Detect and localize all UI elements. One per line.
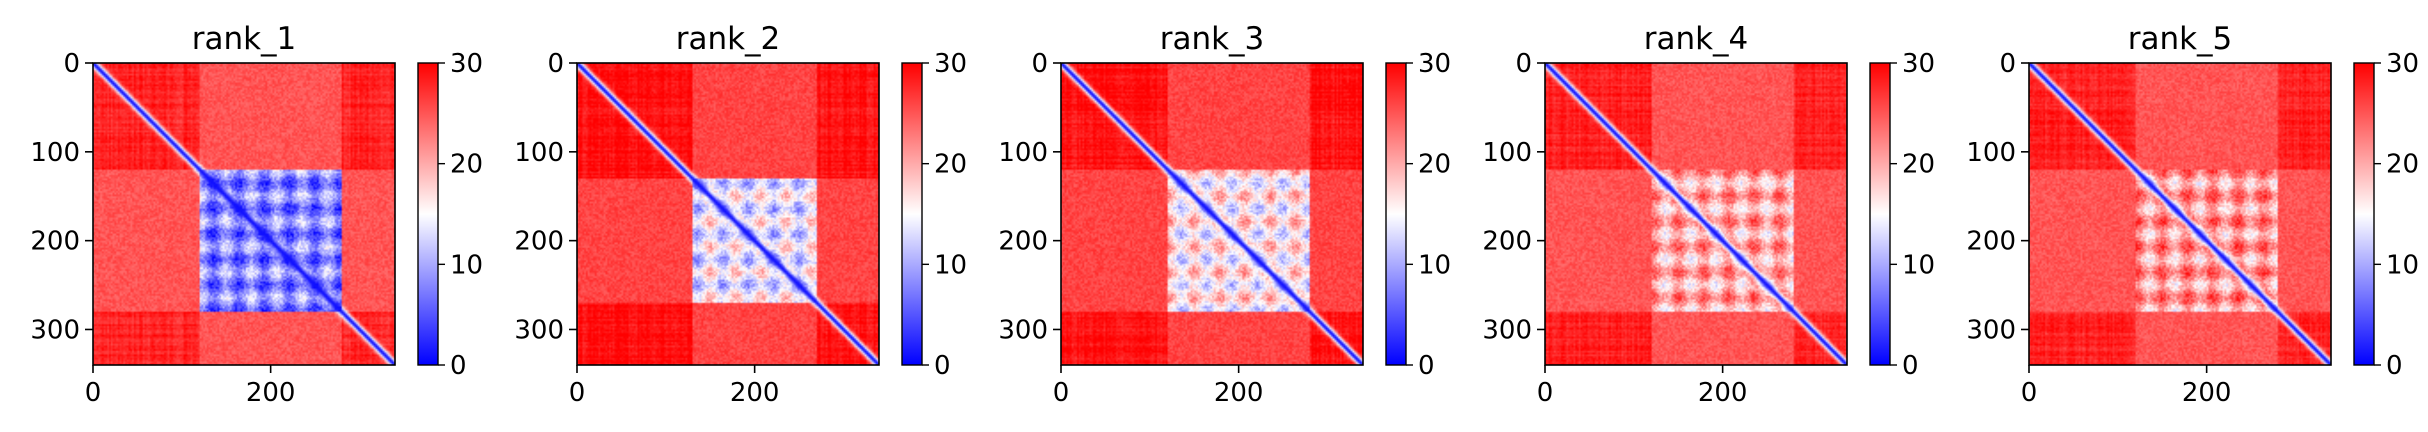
y-tick-label: 100	[30, 138, 80, 168]
y-tick-label: 0	[547, 49, 564, 79]
panel-title: rank_3	[1160, 21, 1265, 57]
y-tick-label: 100	[1966, 138, 2016, 168]
heatmap-image	[1061, 63, 1363, 365]
colorbar-tick-label: 0	[450, 351, 467, 381]
y-tick-label: 0	[1031, 49, 1048, 79]
y-tick-label: 200	[1966, 227, 2016, 257]
heatmap-panel-2: rank_2 0 200 0 100 200 300 0 10 20 30	[514, 21, 967, 408]
axes-frame	[1544, 62, 1848, 366]
colorbar-tick-label: 30	[1902, 49, 1935, 79]
x-tick-label: 200	[246, 378, 296, 408]
y-tick-label: 300	[1482, 315, 1532, 345]
colorbar-tick-label: 10	[934, 250, 967, 280]
colorbar-tick-label: 20	[2386, 150, 2419, 180]
y-tick-label: 0	[63, 49, 80, 79]
colorbar-tick-label: 30	[934, 49, 967, 79]
y-tick-label: 0	[1515, 49, 1532, 79]
y-tick-label: 100	[1482, 138, 1532, 168]
panel-title: rank_2	[676, 21, 781, 57]
heatmap-panel-1: rank_1 0 200 0 100 200 300 0 10 20 30	[30, 21, 483, 408]
colorbar-tick-label: 30	[1418, 49, 1451, 79]
colorbar-tick-label: 10	[1418, 250, 1451, 280]
heatmap-image	[93, 63, 395, 365]
x-tick-label: 200	[730, 378, 780, 408]
heatmap-panel-5: rank_5 0 200 0 100 200 300 0 10 20 30	[1966, 21, 2419, 408]
panel-title: rank_4	[1644, 21, 1749, 57]
colorbar	[901, 62, 923, 366]
heatmap-panel-4: rank_4 0 200 0 100 200 300 0 10 20 30	[1482, 21, 1935, 408]
colorbar	[417, 62, 439, 366]
y-tick-label: 200	[1482, 227, 1532, 257]
y-tick-label: 300	[1966, 315, 2016, 345]
y-tick-label: 100	[998, 138, 1048, 168]
colorbar-tick-label: 20	[1902, 150, 1935, 180]
x-tick-label: 0	[85, 378, 102, 408]
x-tick-label: 0	[569, 378, 586, 408]
x-tick-label: 0	[1053, 378, 1070, 408]
y-tick-label: 0	[1999, 49, 2016, 79]
y-tick-label: 300	[30, 315, 80, 345]
axes-frame	[1060, 62, 1364, 366]
y-tick-label: 300	[514, 315, 564, 345]
heatmap-image	[2029, 63, 2331, 365]
colorbar-tick-label: 10	[2386, 250, 2419, 280]
x-tick-label: 200	[2182, 378, 2232, 408]
colorbar-tick-label: 20	[450, 150, 483, 180]
colorbar-tick-label: 0	[1418, 351, 1435, 381]
colorbar-tick-label: 0	[2386, 351, 2403, 381]
axes-frame	[2028, 62, 2332, 366]
heatmap-image	[577, 63, 879, 365]
colorbar	[1385, 62, 1407, 366]
colorbar	[2353, 62, 2375, 366]
panel-title: rank_1	[192, 21, 297, 57]
colorbar-tick-label: 30	[2386, 49, 2419, 79]
x-tick-label: 0	[2021, 378, 2038, 408]
colorbar-tick-label: 20	[1418, 150, 1451, 180]
heatmap-image	[1545, 63, 1847, 365]
panel-title: rank_5	[2128, 21, 2233, 57]
colorbar-tick-label: 0	[1902, 351, 1919, 381]
colorbar-tick-label: 10	[450, 250, 483, 280]
y-tick-label: 200	[514, 227, 564, 257]
x-tick-label: 200	[1214, 378, 1264, 408]
axes-frame	[576, 62, 880, 366]
x-tick-label: 0	[1537, 378, 1554, 408]
colorbar-tick-label: 10	[1902, 250, 1935, 280]
colorbar-tick-label: 30	[450, 49, 483, 79]
colorbar-tick-label: 0	[934, 351, 951, 381]
y-tick-label: 200	[998, 227, 1048, 257]
heatmap-panel-3: rank_3 0 200 0 100 200 300 0 10 20 30	[998, 21, 1451, 408]
colorbar	[1869, 62, 1891, 366]
x-tick-label: 200	[1698, 378, 1748, 408]
y-tick-label: 200	[30, 227, 80, 257]
axes-frame	[92, 62, 396, 366]
colorbar-tick-label: 20	[934, 150, 967, 180]
y-tick-label: 100	[514, 138, 564, 168]
y-tick-label: 300	[998, 315, 1048, 345]
